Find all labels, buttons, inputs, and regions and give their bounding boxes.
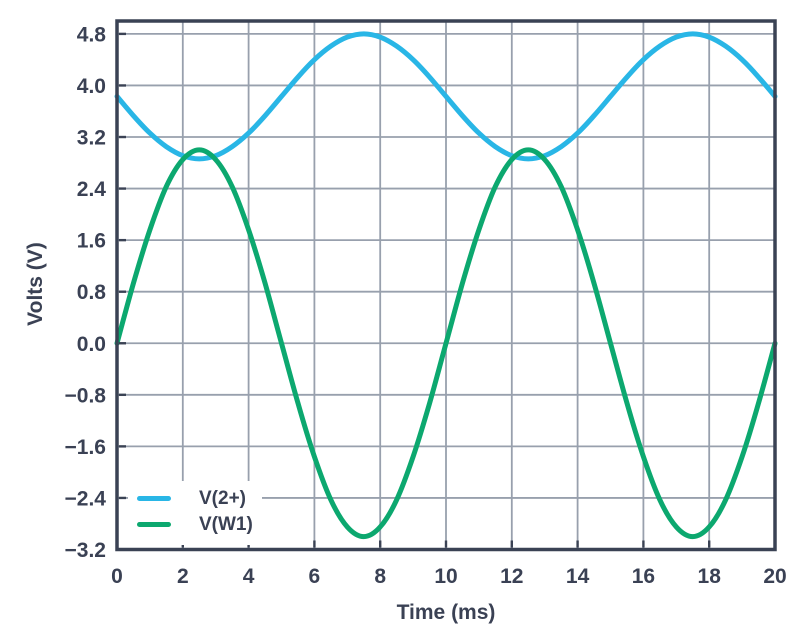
- y-tick-label: −3.2: [65, 539, 106, 562]
- y-tick-label: −2.4: [65, 487, 107, 510]
- x-tick-label: 12: [500, 565, 523, 588]
- y-tick-label: 4.0: [77, 75, 106, 98]
- x-tick-label: 18: [698, 565, 722, 588]
- y-axis-title: Volts (V): [24, 242, 47, 326]
- x-tick-label: 2: [177, 565, 189, 588]
- y-tick-label: 4.8: [77, 23, 107, 46]
- y-tick-label: −0.8: [65, 384, 107, 407]
- x-tick-label: 10: [434, 565, 457, 588]
- x-tick-label: 20: [763, 565, 786, 588]
- x-tick-label: 14: [566, 565, 590, 588]
- legend-swatch-v2plus: [137, 495, 171, 501]
- y-tick-label: 1.6: [77, 230, 106, 253]
- x-tick-label: 0: [111, 565, 123, 588]
- plot-border: [115, 19, 777, 552]
- y-tick-label: 0.8: [77, 281, 107, 304]
- x-tick-label: 6: [309, 565, 321, 588]
- legend-label-vw1: V(W1): [199, 513, 253, 535]
- series-curve-0: [114, 31, 778, 162]
- grid: [117, 21, 775, 550]
- y-tick-label: 0.0: [77, 333, 106, 356]
- x-tick-label: 4: [243, 565, 255, 588]
- x-tick-label: 16: [632, 565, 655, 588]
- y-tick-label: 2.4: [77, 178, 107, 201]
- x-axis-title: Time (ms): [396, 601, 496, 624]
- legend-item-v2plus: V(2+): [137, 485, 262, 511]
- legend-swatch-vw1: [137, 521, 171, 527]
- legend: V(2+) V(W1): [128, 481, 262, 545]
- series-curve-1: [114, 147, 778, 540]
- x-tick-labels: 0 2 4 6 8 10 12 14 16 18 20: [111, 565, 787, 588]
- y-tick-label: 3.2: [77, 127, 106, 150]
- y-tick-label: −1.6: [65, 436, 106, 459]
- x-tick-label: 8: [374, 565, 386, 588]
- y-tick-labels: 4.8 4.0 3.2 2.4 1.6 0.8 0.0 −0.8 −1.6 −2.4 −3.2: [65, 23, 107, 562]
- legend-label-v2plus: V(2+): [199, 487, 246, 509]
- legend-item-vw1: V(W1): [137, 511, 262, 537]
